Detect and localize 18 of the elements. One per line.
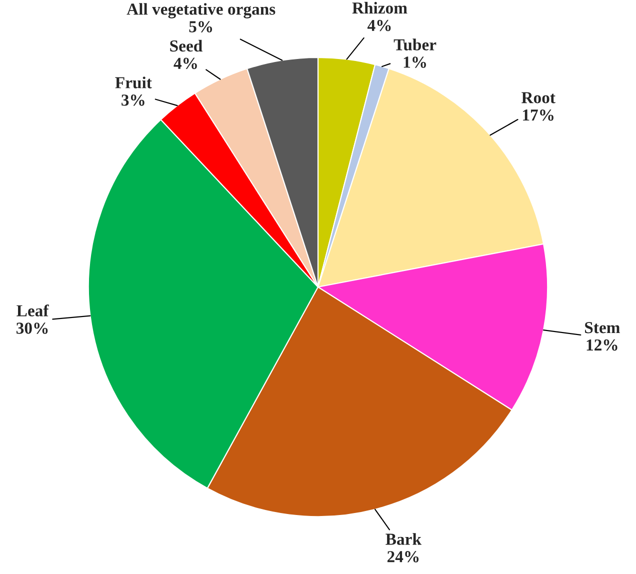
slice-label: Stem [585, 322, 620, 334]
data-label: 24% [387, 551, 419, 562]
data-label: 5% [189, 21, 212, 32]
slice-label: Bark [386, 533, 422, 545]
data-label: 4% [174, 58, 197, 70]
slice-label: Leaf [16, 304, 49, 316]
data-label: 4% [367, 20, 391, 32]
slice-label: Root [522, 92, 556, 104]
data-label: 17% [523, 109, 554, 121]
slice-label: All vegetative organs [126, 3, 276, 18]
data-label: 30% [16, 322, 48, 334]
slice-label: Tuber [394, 38, 436, 50]
slice-label: Rhizom [352, 2, 408, 14]
slice-label: Seed [170, 40, 202, 52]
data-label: 12% [586, 339, 618, 351]
slice-label: Fruit [115, 76, 152, 88]
data-label: 1% [404, 56, 426, 68]
data-label: 3% [122, 94, 144, 106]
